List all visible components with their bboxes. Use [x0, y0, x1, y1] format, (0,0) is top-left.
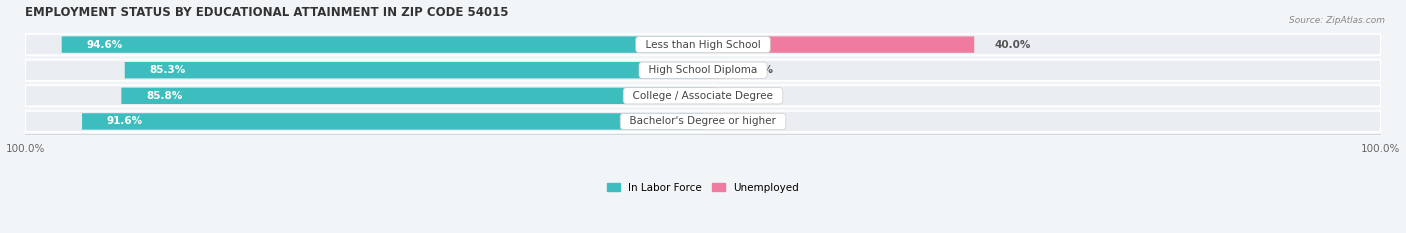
Text: 94.6%: 94.6% [86, 40, 122, 50]
Text: 3.1%: 3.1% [744, 65, 773, 75]
FancyBboxPatch shape [62, 36, 703, 53]
Text: College / Associate Degree: College / Associate Degree [626, 91, 780, 101]
FancyBboxPatch shape [703, 62, 724, 78]
FancyBboxPatch shape [25, 85, 1381, 106]
FancyBboxPatch shape [25, 111, 1381, 132]
Text: 0.0%: 0.0% [723, 116, 752, 127]
Text: 40.0%: 40.0% [994, 40, 1031, 50]
Text: EMPLOYMENT STATUS BY EDUCATIONAL ATTAINMENT IN ZIP CODE 54015: EMPLOYMENT STATUS BY EDUCATIONAL ATTAINM… [25, 6, 509, 19]
Text: 1.7%: 1.7% [735, 91, 763, 101]
Text: Source: ZipAtlas.com: Source: ZipAtlas.com [1289, 16, 1385, 25]
Text: 85.8%: 85.8% [146, 91, 183, 101]
Text: 91.6%: 91.6% [107, 116, 142, 127]
FancyBboxPatch shape [25, 34, 1381, 55]
Text: High School Diploma: High School Diploma [643, 65, 763, 75]
FancyBboxPatch shape [82, 113, 703, 130]
Text: 85.3%: 85.3% [149, 65, 186, 75]
FancyBboxPatch shape [25, 60, 1381, 81]
Text: Bachelor's Degree or higher: Bachelor's Degree or higher [623, 116, 783, 127]
FancyBboxPatch shape [703, 88, 714, 104]
FancyBboxPatch shape [125, 62, 703, 78]
FancyBboxPatch shape [703, 36, 974, 53]
Legend: In Labor Force, Unemployed: In Labor Force, Unemployed [607, 183, 799, 193]
FancyBboxPatch shape [121, 88, 703, 104]
Text: Less than High School: Less than High School [638, 40, 768, 50]
